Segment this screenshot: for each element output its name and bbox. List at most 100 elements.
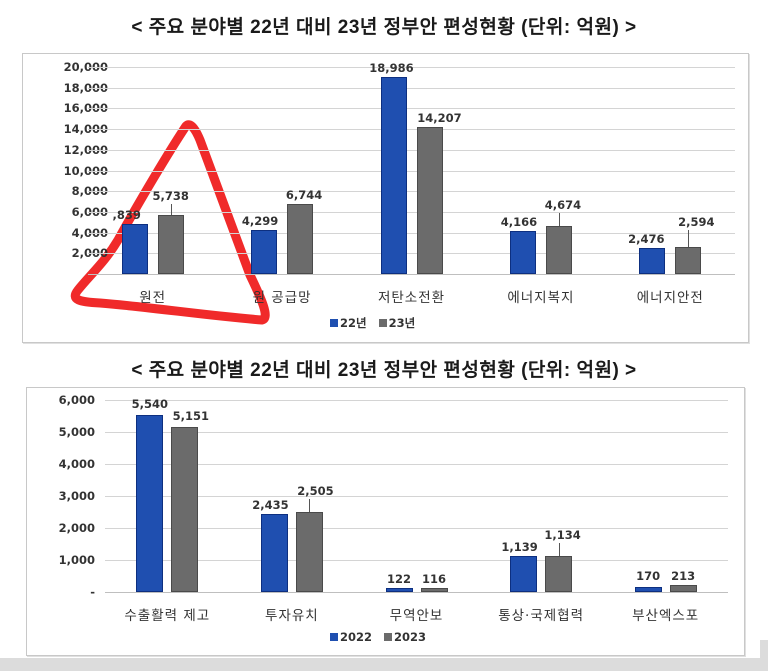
leader-line: [558, 542, 560, 556]
value-label: 2,505: [297, 483, 334, 498]
legend-label: 2022: [340, 630, 373, 644]
gridline: [105, 528, 728, 529]
bar-series-2: [675, 247, 702, 274]
y-tick-label: 6,000: [58, 393, 95, 407]
value-label: 2,435: [252, 498, 289, 513]
legend-swatch-icon: [330, 633, 338, 641]
legend-item: 2023: [384, 630, 426, 644]
y-tick-label: 20,000: [63, 60, 108, 74]
value-label: 6,744: [285, 188, 323, 203]
gridline: [88, 253, 735, 255]
gridline: [105, 496, 728, 497]
value-label: 5,151: [172, 409, 209, 424]
value-label: 170: [636, 568, 661, 583]
legend-swatch-icon: [384, 633, 393, 641]
y-tick-label: 3,000: [58, 489, 95, 503]
gridline: [88, 191, 735, 193]
category-label: 에너지복지: [507, 290, 575, 306]
y-tick-label: 14,000: [63, 122, 108, 137]
gridline: [88, 87, 735, 89]
legend-item: 2022: [330, 630, 372, 644]
bar-series-2: [545, 225, 572, 274]
value-label: 1,139: [501, 539, 538, 554]
bar-series-2: [416, 126, 443, 274]
y-tick-label: 10,000: [63, 163, 108, 178]
bar-series-1: [510, 555, 538, 592]
bar-series-2: [545, 555, 573, 592]
y-tick-label: 5,000: [58, 425, 95, 439]
bar-series-2: [669, 585, 697, 592]
legend: 2022 2023: [330, 630, 438, 644]
gridline: [105, 464, 728, 465]
category-label: 무역안보: [389, 608, 444, 624]
category-label: 원전: [139, 290, 167, 306]
background-band-right: [760, 640, 768, 671]
value-label: 2,476: [628, 232, 665, 247]
bar-series-1: [509, 230, 536, 274]
legend-label: 23년: [388, 316, 416, 330]
background-band: [0, 658, 768, 671]
value-label: 18,986: [369, 61, 414, 76]
gridline: [88, 232, 735, 234]
value-label: 213: [671, 569, 696, 584]
leader-line: [309, 498, 311, 512]
category-label: 통상·국제협력: [498, 608, 584, 624]
leader-line: [558, 212, 560, 226]
x-axis-line: [105, 592, 728, 593]
category-label: 수출활력 제고: [124, 608, 211, 624]
legend-swatch-icon: [330, 319, 338, 327]
value-label: 5,738: [152, 188, 189, 203]
value-label: ,839: [112, 207, 141, 222]
category-label: 부산엑스포: [632, 608, 700, 624]
category-label: 에너지안전: [636, 290, 704, 306]
bar-series-1: [260, 514, 288, 592]
bar-series-1: [385, 588, 413, 592]
bar-series-1: [121, 223, 148, 274]
gridline: [88, 211, 735, 213]
y-tick-label: 2,000: [58, 521, 95, 535]
bar-series-2: [171, 427, 199, 592]
bar-series-1: [136, 414, 164, 592]
leader-line: [688, 230, 690, 248]
gridline: [105, 400, 728, 401]
bar-series-1: [634, 586, 662, 592]
value-label: 5,540: [131, 396, 168, 411]
category-label: 저탄소전환: [377, 290, 446, 306]
gridline: [88, 149, 735, 151]
value-label: 4,299: [241, 213, 279, 228]
legend-label: 22년: [340, 316, 367, 330]
value-label: 14,207: [417, 110, 462, 125]
gridline: [88, 67, 735, 68]
value-label: 2,594: [678, 215, 715, 230]
category-label: 투자유치: [265, 608, 319, 624]
bar-series-1: [639, 248, 666, 274]
y-tick-label: 4,000: [58, 457, 95, 471]
legend-item: 23년: [378, 316, 416, 330]
bar-series-2: [287, 204, 314, 274]
bar-series-2: [420, 588, 448, 592]
gridline: [88, 170, 735, 172]
bar-series-1: [380, 77, 407, 274]
value-label: 1,134: [544, 527, 581, 542]
gridline: [88, 108, 735, 110]
chart-2-title: < 주요 분야별 22년 대비 23년 정부안 편성현황 (단위: 억원) >: [131, 360, 637, 381]
value-label: 4,674: [544, 197, 582, 212]
bar-series-2: [295, 511, 323, 592]
value-label: 116: [421, 572, 447, 587]
value-label: 122: [386, 572, 412, 587]
gridline: [105, 432, 728, 433]
chart-1-title: < 주요 분야별 22년 대비 23년 정부안 편성현황 (단위: 억원) >: [131, 17, 637, 38]
legend-label: 2023: [394, 630, 427, 644]
y-tick-label: -: [90, 585, 95, 599]
y-tick-label: 18,000: [63, 80, 108, 95]
y-tick-label: 12,000: [63, 142, 108, 157]
y-tick-label: 16,000: [63, 101, 108, 116]
gridline: [88, 129, 735, 131]
category-label: 원 공급망: [252, 290, 312, 306]
legend-swatch-icon: [378, 319, 387, 327]
bar-series-2: [157, 214, 184, 274]
x-axis-line: [88, 274, 735, 275]
gridline: [105, 560, 728, 561]
legend-item: 22년: [330, 316, 367, 330]
y-tick-label: 1,000: [58, 553, 95, 567]
